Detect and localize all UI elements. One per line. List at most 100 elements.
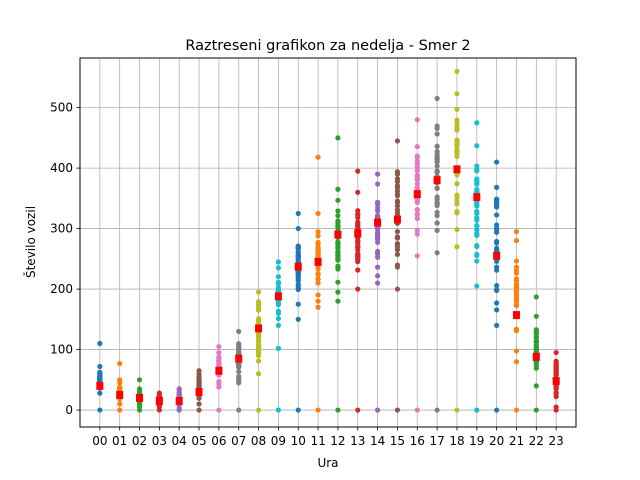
data-point <box>454 106 460 112</box>
x-tick-label: 04 <box>172 434 187 448</box>
x-tick-label: 13 <box>350 434 365 448</box>
data-point <box>375 273 381 279</box>
data-point <box>255 344 262 351</box>
data-point <box>494 212 500 218</box>
data-point <box>335 279 341 285</box>
data-point <box>434 158 440 164</box>
data-point <box>355 238 361 244</box>
data-point <box>295 270 301 276</box>
data-point <box>295 281 301 288</box>
x-tick-label: 20 <box>489 434 504 448</box>
data-point <box>414 185 420 192</box>
data-point <box>414 161 420 167</box>
y-tick-label: 100 <box>50 343 73 357</box>
data-point <box>255 334 262 341</box>
data-point <box>454 244 460 250</box>
mean-marker <box>374 218 382 227</box>
data-point <box>315 276 321 282</box>
data-point <box>355 189 361 195</box>
data-point <box>236 380 242 386</box>
data-point <box>236 407 242 413</box>
data-point <box>216 384 222 390</box>
data-point <box>315 280 321 286</box>
data-point <box>236 368 242 375</box>
data-point <box>434 153 440 160</box>
mean-marker <box>532 352 540 361</box>
data-point <box>117 377 123 383</box>
data-point <box>196 401 202 407</box>
data-point <box>196 368 202 374</box>
data-point <box>513 229 520 235</box>
data-point <box>474 120 480 126</box>
data-point <box>315 244 321 250</box>
data-point <box>375 248 381 254</box>
data-point <box>196 407 202 413</box>
x-tick-label: 03 <box>152 434 167 448</box>
data-point <box>355 244 361 250</box>
axis-ticks: 0 100 200 300 400 500 00 01 02 03 04 05 06 07 08 09 10 11… <box>50 101 564 448</box>
data-point <box>494 258 500 264</box>
data-point <box>454 181 460 187</box>
data-point <box>315 233 321 239</box>
data-point <box>295 225 301 232</box>
mean-marker <box>334 230 342 239</box>
data-point <box>474 251 480 257</box>
x-tick-label: 01 <box>112 434 127 448</box>
x-tick-label: 21 <box>509 434 524 448</box>
x-tick-label: 02 <box>132 434 147 448</box>
data-point <box>355 212 361 218</box>
mean-marker <box>493 251 501 260</box>
data-point <box>494 287 500 294</box>
mean-marker <box>274 292 282 301</box>
data-point <box>394 179 401 185</box>
data-point <box>414 167 420 174</box>
data-point <box>196 379 202 385</box>
data-point <box>315 271 321 277</box>
data-point <box>117 401 123 407</box>
grid <box>80 58 576 427</box>
data-point <box>216 357 222 363</box>
data-point <box>533 334 539 340</box>
data-point <box>434 148 440 155</box>
data-point <box>434 250 440 256</box>
data-point <box>136 386 143 392</box>
data-point <box>355 168 361 174</box>
data-point <box>275 308 281 314</box>
x-tick-label: 16 <box>410 434 425 448</box>
data-point <box>434 227 440 234</box>
data-point <box>394 251 401 258</box>
data-point <box>394 198 401 204</box>
data-point <box>454 127 460 133</box>
data-point <box>434 169 440 175</box>
plot-area-frame <box>79 57 577 428</box>
data-point <box>454 226 460 233</box>
mean-marker <box>195 387 203 396</box>
data-point <box>474 166 480 173</box>
data-point <box>335 298 341 304</box>
data-point <box>454 137 460 143</box>
mean-marker <box>512 311 520 320</box>
data-point <box>513 264 520 270</box>
mean-marker <box>116 390 124 399</box>
data-point <box>474 227 480 233</box>
data-point <box>454 153 460 160</box>
data-point <box>295 249 301 255</box>
data-point <box>335 250 341 256</box>
data-point <box>117 407 123 413</box>
mean-marker <box>433 176 441 185</box>
data-point <box>434 95 440 102</box>
data-point <box>513 359 520 365</box>
data-point <box>216 343 222 350</box>
data-point <box>474 258 480 264</box>
data-point <box>335 241 341 247</box>
data-point <box>454 192 460 198</box>
data-point <box>216 378 222 385</box>
data-point <box>474 188 480 194</box>
data-point <box>255 371 262 377</box>
data-point <box>454 407 460 413</box>
data-point <box>375 200 381 206</box>
data-point <box>176 386 182 392</box>
data-point <box>513 287 520 293</box>
data-point <box>454 172 460 178</box>
data-point <box>553 407 559 413</box>
